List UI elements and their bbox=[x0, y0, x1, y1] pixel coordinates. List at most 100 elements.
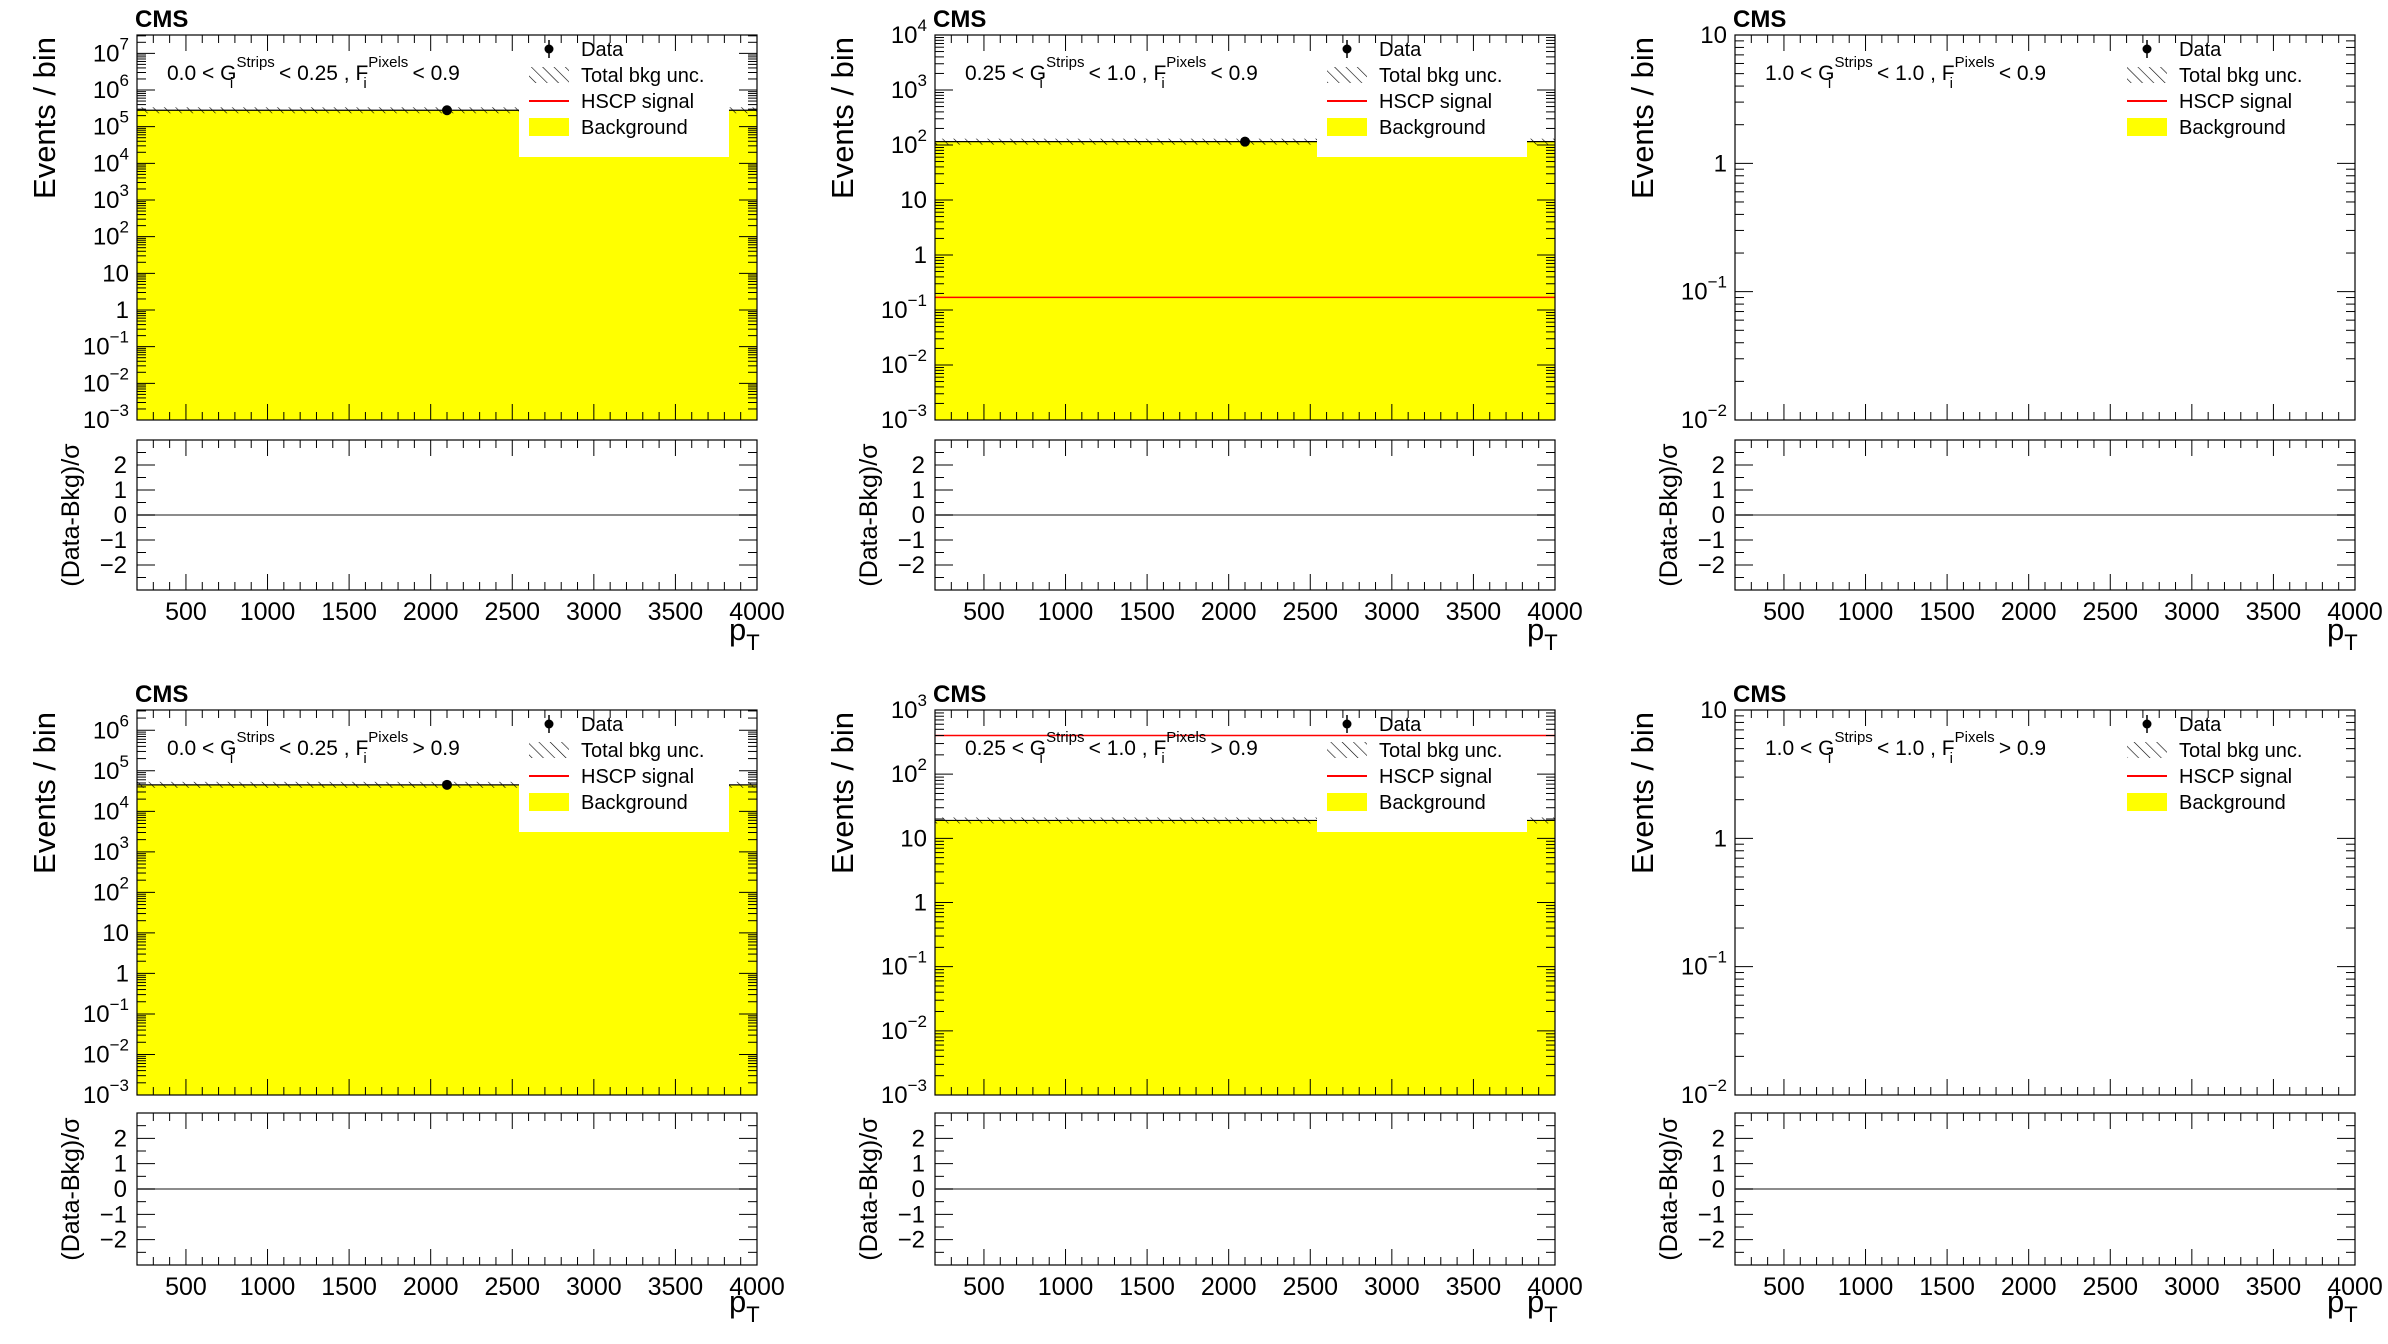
ratio-tick-label: −2 bbox=[898, 552, 925, 579]
chart-panel-top-left: Data Total bkg unc. HSCP signal Background 0… bbox=[27, 6, 785, 655]
y-tick-label: 10 bbox=[102, 920, 129, 947]
legend-data-marker bbox=[2142, 719, 2152, 729]
label-superscript: Pixels bbox=[368, 729, 408, 746]
y-tick-label: 10−2 bbox=[83, 1035, 129, 1068]
x-axis-title-subscript: T bbox=[746, 1302, 759, 1327]
x-tick-label: 3000 bbox=[566, 598, 622, 626]
selection-label: 0.0 < GStrips i < 0.25 , FPixels i < 0.9 bbox=[167, 54, 460, 92]
label-subscript: i bbox=[1828, 750, 1831, 767]
label-subscript: i bbox=[363, 750, 366, 767]
x-tick-label: 1500 bbox=[1119, 1273, 1175, 1301]
x-tick-label: 4000 bbox=[729, 598, 785, 626]
ratio-tick-label: −1 bbox=[100, 1201, 127, 1228]
x-axis-title-main: p bbox=[729, 612, 746, 647]
panel-grid: Data Total bkg unc. HSCP signal Background 0… bbox=[27, 6, 2383, 1327]
x-axis-title: pT bbox=[1527, 612, 1558, 655]
legend-background-swatch bbox=[2127, 793, 2167, 811]
legend-total-bkg-unc: Total bkg unc. bbox=[1379, 65, 1502, 87]
label-subscript: i bbox=[1828, 75, 1831, 92]
y-tick-label: 102 bbox=[891, 755, 927, 788]
legend-box bbox=[1317, 712, 1527, 832]
label-text: > 0.9 bbox=[407, 737, 460, 760]
legend-data: Data bbox=[2179, 39, 2222, 61]
ratio-tick-label: 1 bbox=[912, 477, 925, 504]
x-tick-label: 3500 bbox=[648, 598, 704, 626]
label-text: 0.0 < G bbox=[167, 62, 236, 85]
label-superscript: Strips bbox=[1834, 729, 1872, 746]
y-axis-title: Events / bin bbox=[825, 37, 860, 199]
label-superscript: Pixels bbox=[1955, 729, 1995, 746]
legend-hscp-signal: HSCP signal bbox=[2179, 91, 2292, 113]
x-axis-title: pT bbox=[729, 1284, 760, 1327]
background-bar bbox=[935, 820, 1555, 1095]
legend-background: Background bbox=[581, 792, 688, 814]
ratio-tick-label: −2 bbox=[1698, 1227, 1725, 1254]
legend-data-marker bbox=[1342, 44, 1352, 54]
y-tick-label: 10−2 bbox=[1681, 401, 1727, 434]
legend-background-swatch bbox=[529, 793, 569, 811]
legend-data: Data bbox=[581, 39, 624, 61]
y-tick-label: 105 bbox=[93, 108, 129, 141]
ratio-tick-label: −1 bbox=[898, 1201, 925, 1228]
chart-panel-top-middle: Data Total bkg unc. HSCP signal Background 0… bbox=[825, 6, 1583, 655]
label-subscript: i bbox=[1950, 75, 1953, 92]
ratio-tick-label: 2 bbox=[114, 1125, 127, 1152]
y-tick-label: 10−2 bbox=[881, 346, 927, 379]
x-axis-title-main: p bbox=[2327, 612, 2344, 647]
cms-label: CMS bbox=[1733, 681, 1786, 708]
ratio-tick-label: 2 bbox=[912, 1125, 925, 1152]
x-tick-label: 2500 bbox=[1282, 598, 1338, 626]
x-tick-label: 2000 bbox=[1201, 598, 1257, 626]
y-tick-label: 10−1 bbox=[881, 291, 927, 324]
x-tick-label: 3500 bbox=[648, 1273, 704, 1301]
x-tick-label: 1000 bbox=[1838, 598, 1894, 626]
legend-background: Background bbox=[2179, 792, 2286, 814]
data-point bbox=[1240, 136, 1250, 147]
legend-hscp-signal: HSCP signal bbox=[1379, 91, 1492, 113]
x-tick-label: 2000 bbox=[403, 598, 459, 626]
label-superscript: Pixels bbox=[1166, 729, 1206, 746]
y-tick-label: 102 bbox=[93, 873, 129, 906]
chart-panel-top-right: Data Total bkg unc. HSCP signal Background 1… bbox=[1625, 6, 2383, 655]
y-tick-label: 10−3 bbox=[83, 1076, 129, 1109]
x-axis-title-subscript: T bbox=[2344, 1302, 2357, 1327]
x-axis-title-main: p bbox=[729, 1284, 746, 1319]
ratio-tick-label: 0 bbox=[114, 1176, 127, 1203]
ratio-tick-label: 2 bbox=[912, 452, 925, 479]
y-tick-label: 102 bbox=[93, 218, 129, 251]
ratio-axis-title: (Data-Bkg)/σ bbox=[855, 443, 883, 587]
label-subscript: i bbox=[1161, 75, 1164, 92]
y-tick-label: 104 bbox=[93, 144, 129, 177]
legend-hatch-swatch bbox=[2127, 742, 2167, 758]
legend-data-marker bbox=[2142, 44, 2152, 54]
x-tick-label: 1000 bbox=[240, 598, 296, 626]
legend-total-bkg-unc: Total bkg unc. bbox=[2179, 65, 2302, 87]
x-axis-title-subscript: T bbox=[1544, 1302, 1557, 1327]
y-tick-label: 106 bbox=[93, 711, 129, 744]
ratio-tick-label: −2 bbox=[1698, 552, 1725, 579]
x-tick-label: 3000 bbox=[2164, 1273, 2220, 1301]
x-tick-label: 2000 bbox=[2001, 598, 2057, 626]
chart-panel-bottom-middle: Data Total bkg unc. HSCP signal Background 0… bbox=[825, 681, 1583, 1327]
legend-background-swatch bbox=[1327, 118, 1367, 136]
ratio-tick-label: 1 bbox=[1712, 1151, 1725, 1178]
legend-data: Data bbox=[1379, 714, 1422, 736]
legend-total-bkg-unc: Total bkg unc. bbox=[581, 740, 704, 762]
ratio-tick-label: 0 bbox=[912, 1176, 925, 1203]
legend-data: Data bbox=[1379, 39, 1422, 61]
x-tick-label: 500 bbox=[963, 1273, 1005, 1301]
cms-label: CMS bbox=[933, 6, 986, 33]
y-tick-label: 1 bbox=[1714, 150, 1727, 177]
legend-data-marker bbox=[544, 719, 554, 729]
legend-hatch-swatch bbox=[529, 742, 569, 758]
x-tick-label: 500 bbox=[1763, 1273, 1805, 1301]
ratio-tick-label: −2 bbox=[898, 1227, 925, 1254]
y-tick-label: 104 bbox=[891, 16, 927, 49]
label-subscript: i bbox=[1161, 750, 1164, 767]
x-tick-label: 3000 bbox=[566, 1273, 622, 1301]
label-text: < 0.25 , F bbox=[273, 62, 368, 85]
y-tick-label: 10−3 bbox=[881, 1076, 927, 1109]
label-text: 0.0 < G bbox=[167, 737, 236, 760]
x-tick-label: 1500 bbox=[1119, 598, 1175, 626]
